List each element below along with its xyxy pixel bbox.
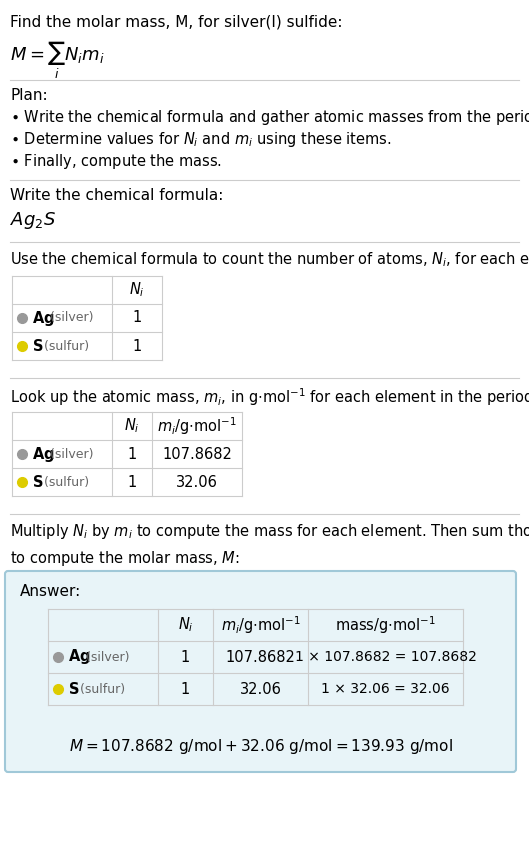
FancyBboxPatch shape <box>5 571 516 772</box>
Text: 1: 1 <box>181 650 190 664</box>
Text: 1: 1 <box>132 338 142 354</box>
Text: Write the chemical formula:: Write the chemical formula: <box>10 188 223 203</box>
Text: 107.8682: 107.8682 <box>162 447 232 461</box>
Text: $N_i$: $N_i$ <box>178 615 194 634</box>
Text: Answer:: Answer: <box>20 584 81 599</box>
Text: Plan:: Plan: <box>10 88 48 103</box>
Text: (silver): (silver) <box>82 651 130 663</box>
Text: Multiply $N_i$ by $m_i$ to compute the mass for each element. Then sum those val: Multiply $N_i$ by $m_i$ to compute the m… <box>10 522 529 568</box>
Text: 1: 1 <box>127 447 136 461</box>
Text: Find the molar mass, M, for silver(I) sulfide:: Find the molar mass, M, for silver(I) su… <box>10 14 342 29</box>
Text: 107.8682: 107.8682 <box>225 650 295 664</box>
Text: $\bullet$ Determine values for $N_i$ and $m_i$ using these items.: $\bullet$ Determine values for $N_i$ and… <box>10 130 391 149</box>
Text: 1: 1 <box>132 311 142 325</box>
Text: $\bullet$ Write the chemical formula and gather atomic masses from the periodic : $\bullet$ Write the chemical formula and… <box>10 108 529 127</box>
Text: (sulfur): (sulfur) <box>40 475 89 489</box>
Text: $\bullet$ Finally, compute the mass.: $\bullet$ Finally, compute the mass. <box>10 152 222 171</box>
Text: $N_i$: $N_i$ <box>124 417 140 436</box>
Text: Look up the atomic mass, $m_i$, in g$\cdot$mol$^{-1}$ for each element in the pe: Look up the atomic mass, $m_i$, in g$\cd… <box>10 386 529 407</box>
Text: $\mathbf{S}$: $\mathbf{S}$ <box>32 338 43 354</box>
Text: $\mathbf{S}$: $\mathbf{S}$ <box>32 474 43 490</box>
Text: Use the chemical formula to count the number of atoms, $N_i$, for each element:: Use the chemical formula to count the nu… <box>10 250 529 269</box>
Text: $\mathbf{Ag}$: $\mathbf{Ag}$ <box>32 444 54 463</box>
Text: (silver): (silver) <box>46 448 94 461</box>
Text: 1: 1 <box>127 474 136 490</box>
Text: $\mathbf{Ag}$: $\mathbf{Ag}$ <box>68 647 90 667</box>
Text: Ag$_2$S: Ag$_2$S <box>10 210 56 231</box>
Text: 1 × 32.06 = 32.06: 1 × 32.06 = 32.06 <box>321 682 450 696</box>
Text: 32.06: 32.06 <box>240 681 281 697</box>
Text: $\mathbf{S}$: $\mathbf{S}$ <box>68 681 79 697</box>
Text: $m_i$/g$\cdot$mol$^{-1}$: $m_i$/g$\cdot$mol$^{-1}$ <box>221 614 300 636</box>
Text: 32.06: 32.06 <box>176 474 218 490</box>
Text: 1: 1 <box>181 681 190 697</box>
Text: (silver): (silver) <box>46 312 94 324</box>
Text: 1 × 107.8682 = 107.8682: 1 × 107.8682 = 107.8682 <box>295 650 477 664</box>
Text: (sulfur): (sulfur) <box>76 682 125 695</box>
Text: (sulfur): (sulfur) <box>40 340 89 353</box>
Text: $\mathbf{Ag}$: $\mathbf{Ag}$ <box>32 308 54 328</box>
Text: mass/g$\cdot$mol$^{-1}$: mass/g$\cdot$mol$^{-1}$ <box>335 614 436 636</box>
Text: $N_i$: $N_i$ <box>129 281 145 300</box>
Text: $m_i$/g$\cdot$mol$^{-1}$: $m_i$/g$\cdot$mol$^{-1}$ <box>157 415 237 437</box>
Text: $M = 107.8682\ \mathrm{g/mol} + 32.06\ \mathrm{g/mol} = 139.93\ \mathrm{g/mol}$: $M = 107.8682\ \mathrm{g/mol} + 32.06\ \… <box>69 738 452 757</box>
Text: $M = \sum_i N_i m_i$: $M = \sum_i N_i m_i$ <box>10 40 104 81</box>
